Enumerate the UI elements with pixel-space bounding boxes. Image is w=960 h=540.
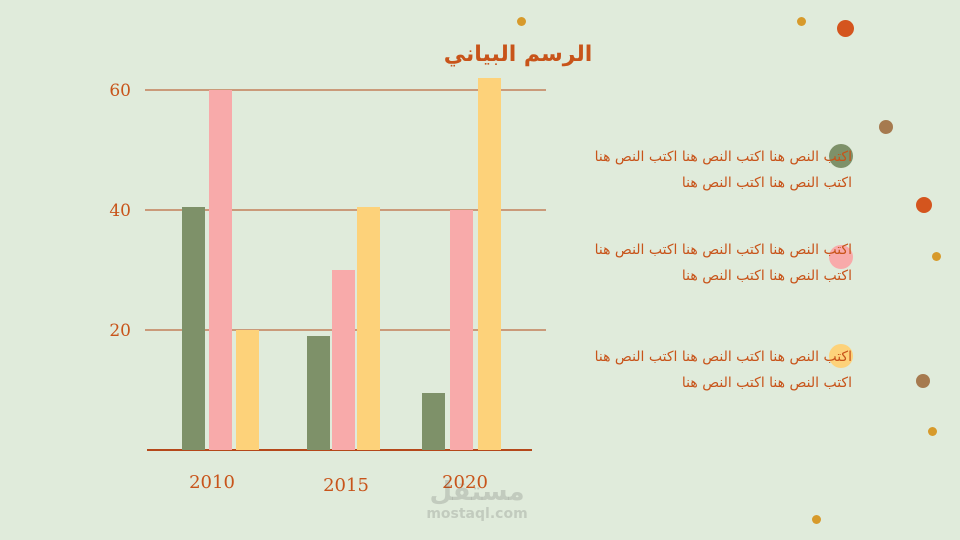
decor-dot [517,17,526,26]
bar [307,336,330,450]
decor-dot [932,252,941,261]
bar [332,270,355,450]
decor-dot [916,197,932,213]
bar [182,207,205,450]
legend-swatch [829,144,853,168]
watermark: مستقل mostaql.com [412,478,542,522]
chart-title: الرسم البياني [444,42,593,67]
decor-dot [837,20,854,37]
legend-item-2: اكتب النص هنا اكتب النص هنا اكتب النص هن… [594,242,852,284]
decor-dot [812,515,821,524]
legend-item-1: اكتب النص هنا اكتب النص هنا اكتب النص هن… [594,149,852,191]
legend-item-3: اكتب النص هنا اكتب النص هنا اكتب النص هن… [594,349,852,391]
x-tick-label: 2015 [323,475,369,496]
legend-swatch [829,245,853,269]
bar [478,78,501,450]
decor-dot [797,17,806,26]
watermark-url: mostaql.com [426,506,528,522]
bar [450,210,473,450]
legend-swatch [829,344,853,368]
bar [422,393,445,450]
bar [209,90,232,450]
bar [236,330,259,450]
decor-dot [916,374,930,388]
x-tick-label: 2010 [189,472,235,493]
decor-dot [879,120,893,134]
y-tick-label: 40 [109,201,131,221]
bar [357,207,380,450]
decor-dot [928,427,937,436]
x-tick-label: 2020 [442,472,488,493]
y-tick-label: 60 [109,81,131,101]
y-tick-label: 20 [109,321,131,341]
watermark-logo-text: مستقل [429,477,525,507]
